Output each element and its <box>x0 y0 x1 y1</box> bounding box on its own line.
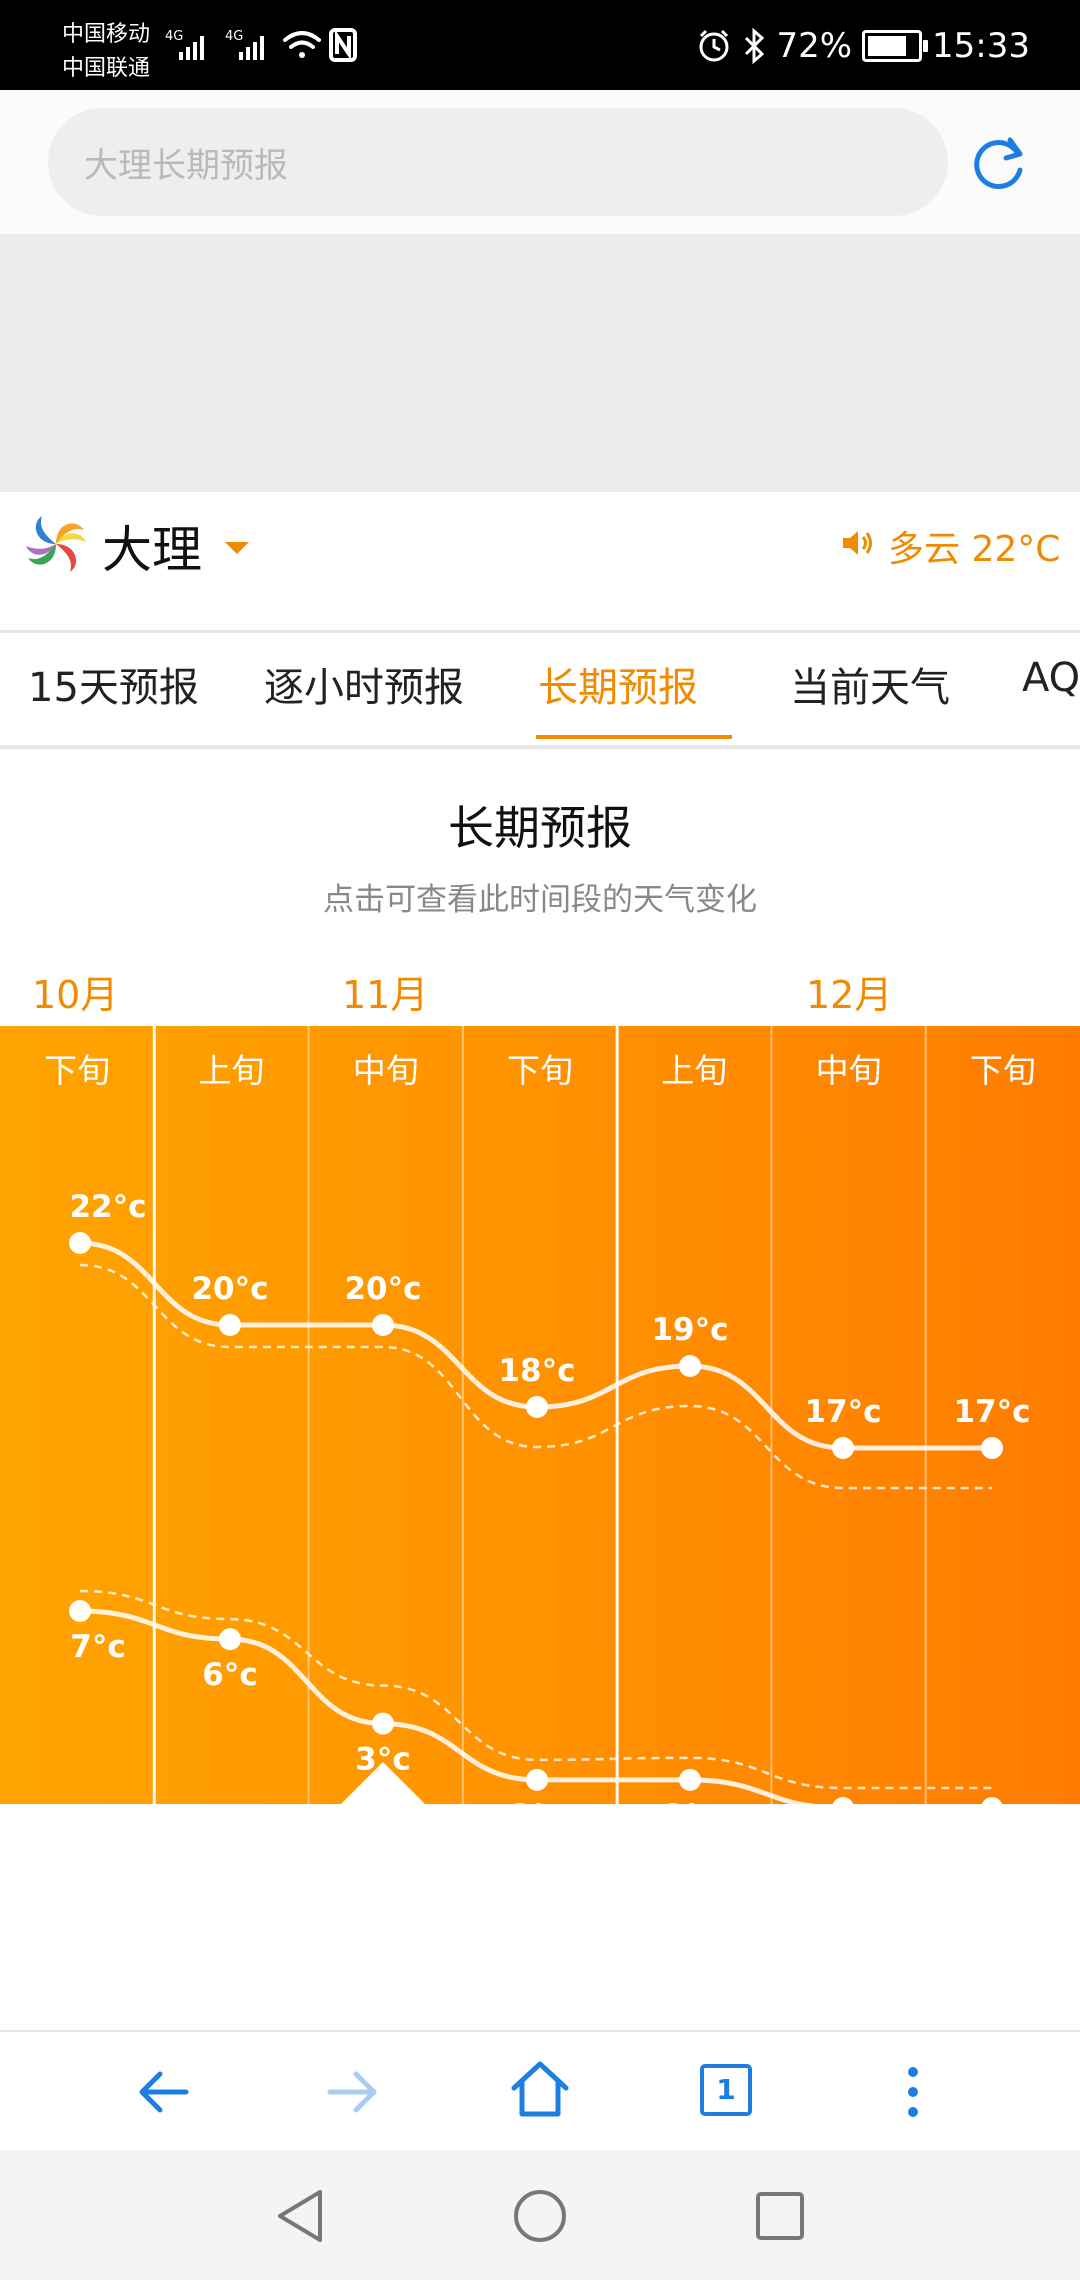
low-temp-label: 6°c <box>202 1657 257 1693</box>
tab-aqi[interactable]: AQ <box>1022 655 1080 701</box>
tab-count: 1 <box>716 2073 736 2106</box>
tab-long-term[interactable]: 长期预报 <box>538 665 698 711</box>
period-label: 上旬 <box>661 1051 727 1090</box>
app-logo-icon <box>26 516 86 572</box>
high-temp-point <box>832 1437 854 1459</box>
high-temp-point <box>219 1314 241 1336</box>
signal-icon: 4G 4G <box>165 28 357 62</box>
month-label-oct: 10月 <box>32 973 119 1017</box>
forward-arrow-icon[interactable] <box>322 2062 382 2122</box>
high-temp-label: 22°c <box>69 1189 146 1225</box>
system-nav-bar <box>0 2150 1080 2280</box>
low-temp-point <box>832 1797 854 1804</box>
right-status-group: 72% 15:33 <box>696 24 1030 68</box>
selected-period-pointer <box>341 1762 425 1804</box>
search-bar: 大理长期预报 <box>0 90 1080 234</box>
low-temp-point <box>679 1768 701 1791</box>
period-label: 上旬 <box>198 1051 264 1090</box>
carrier-1-label: 中国移动 <box>62 22 151 47</box>
period-label: 下旬 <box>44 1051 110 1090</box>
forecast-title: 长期预报 <box>448 801 632 855</box>
high-temp-label: 18°c <box>498 1353 575 1389</box>
low-temp-label: 7°c <box>70 1629 125 1665</box>
high-temp-label: 19°c <box>651 1312 728 1348</box>
period-label: 下旬 <box>970 1051 1036 1090</box>
high-average-curve <box>79 1263 992 1490</box>
high-temp-label: 20°c <box>191 1271 268 1307</box>
battery-percent: 72% <box>776 26 853 66</box>
more-vertical-icon[interactable] <box>898 2062 928 2122</box>
nfc-icon <box>329 28 357 62</box>
low-temp-label: 1°c <box>509 1798 564 1804</box>
carrier-2-label: 中国联通 <box>62 56 151 81</box>
low-temp-point <box>981 1797 1003 1804</box>
low-temp-point <box>526 1768 548 1791</box>
high-temp-point <box>372 1314 394 1336</box>
network-1-label: 4G <box>165 29 183 44</box>
low-temp-point <box>372 1712 394 1735</box>
search-input[interactable]: 大理长期预报 <box>48 108 948 216</box>
status-bar: 中国移动 中国联通 4G 4G 72% <box>0 0 1080 90</box>
month-label-nov: 11月 <box>342 973 429 1017</box>
tabs-switcher-button[interactable]: 1 <box>700 2064 752 2116</box>
city-row: 大理 多云 22°C <box>0 492 1080 630</box>
forecast-subtitle: 点击可查看此时间段的天气变化 <box>323 882 757 918</box>
browser-toolbar: 1 <box>0 2030 1080 2152</box>
back-arrow-icon[interactable] <box>134 2062 194 2122</box>
bluetooth-icon <box>745 28 765 64</box>
high-temp-label: 17°c <box>804 1394 881 1430</box>
period-label: 中旬 <box>816 1051 882 1090</box>
current-weather: 多云 22°C <box>888 529 1061 570</box>
search-placeholder: 大理长期预报 <box>84 146 288 186</box>
network-2-label: 4G <box>225 29 243 44</box>
battery-icon <box>862 30 929 62</box>
high-temp-point <box>981 1437 1003 1459</box>
high-temp-point <box>679 1355 701 1377</box>
nav-back-icon[interactable] <box>272 2186 328 2246</box>
high-temp-label: 17°c <box>953 1394 1030 1430</box>
active-tab-indicator <box>536 735 732 739</box>
tab-hourly[interactable]: 逐小时预报 <box>264 665 464 711</box>
high-temp-point <box>69 1232 91 1254</box>
banner-placeholder <box>0 234 1080 492</box>
refresh-icon[interactable] <box>970 132 1030 192</box>
high-temp-point <box>526 1396 548 1418</box>
city-name[interactable]: 大理 <box>102 521 202 579</box>
high-temp-label: 20°c <box>344 1271 421 1307</box>
long-term-chart[interactable]: 下旬 上旬 中旬 下旬 上旬 中旬 下旬 22°c 20°c 20°c 18°c 19°c 17°c 17… <box>0 1026 1080 1804</box>
month-label-dec: 12月 <box>806 973 893 1017</box>
low-temp-point <box>69 1600 91 1622</box>
low-average-curve <box>79 1589 992 1790</box>
wifi-icon <box>283 31 321 58</box>
speaker-icon[interactable] <box>840 526 874 560</box>
period-label: 中旬 <box>353 1051 419 1090</box>
chevron-down-icon[interactable] <box>224 538 250 558</box>
low-temp-point <box>219 1628 241 1651</box>
period-label: 下旬 <box>507 1051 573 1090</box>
alarm-icon <box>699 29 729 62</box>
tab-current-weather[interactable]: 当前天气 <box>790 665 950 711</box>
low-temp-label: 1°c <box>662 1798 717 1804</box>
clock: 15:33 <box>932 26 1030 66</box>
nav-recents-icon[interactable] <box>752 2188 808 2244</box>
tab-15-day[interactable]: 15天预报 <box>28 665 199 711</box>
nav-home-icon[interactable] <box>510 2186 570 2246</box>
home-icon[interactable] <box>508 2058 572 2122</box>
forecast-tabs: 15天预报 逐小时预报 长期预报 当前天气 AQ <box>0 630 1080 749</box>
